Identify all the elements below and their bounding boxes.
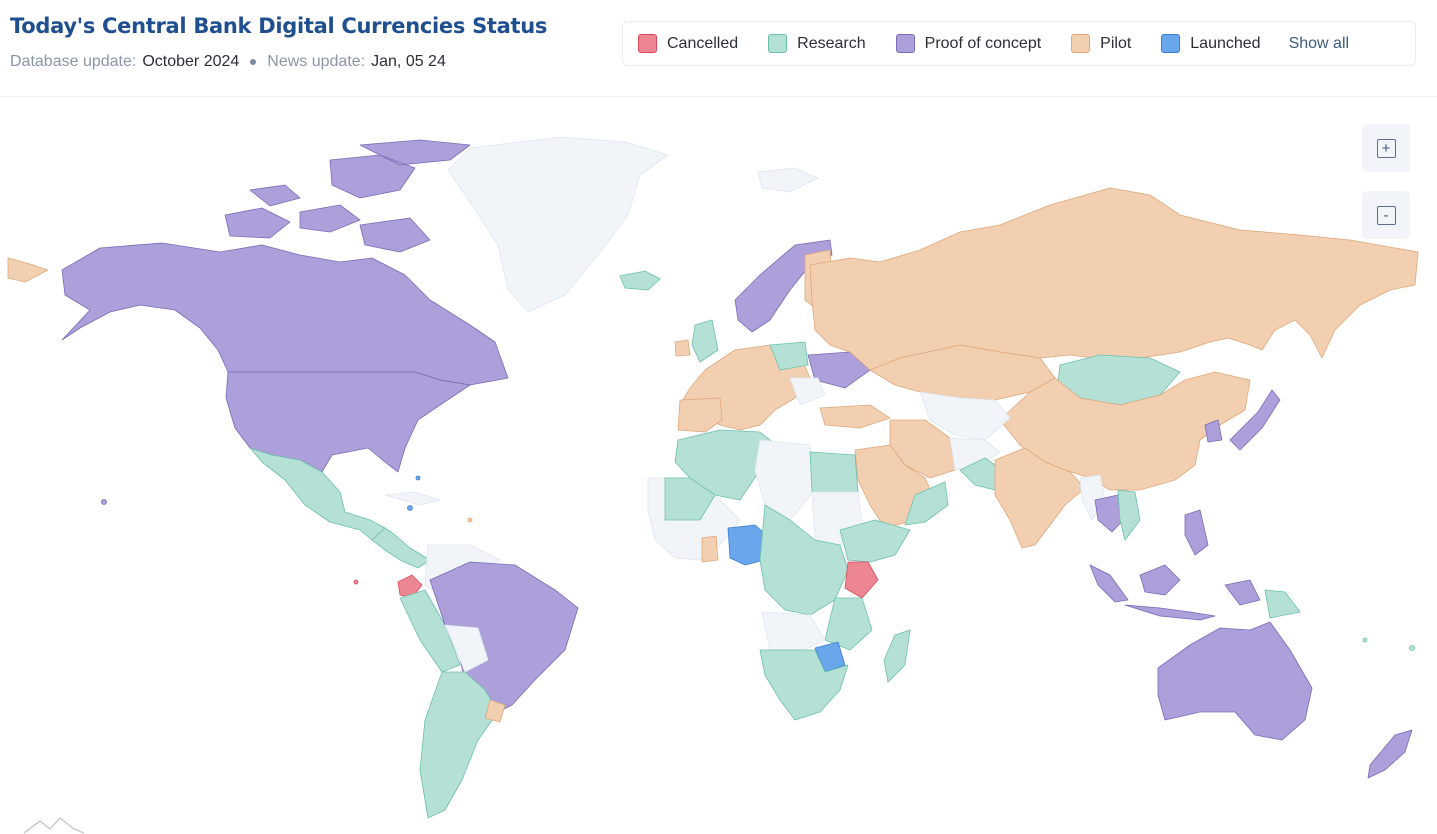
country-central-america — [371, 527, 431, 569]
plus-icon: + — [1376, 138, 1396, 158]
zoom-out-button[interactable]: - — [1362, 191, 1410, 239]
country-new-zealand — [1367, 729, 1413, 779]
country-australia — [1157, 621, 1313, 741]
country-balkans — [789, 377, 826, 406]
country-usa — [225, 371, 471, 473]
country-peru — [399, 589, 461, 673]
country-ghana — [701, 535, 719, 563]
country-korea — [1204, 419, 1223, 443]
country-canada — [61, 242, 509, 386]
marker-cancelled-galapagos — [353, 579, 359, 585]
country-svalbard — [757, 167, 819, 193]
marker-research-pacific — [1409, 645, 1415, 651]
page-title: Today's Central Bank Digital Currencies … — [10, 14, 548, 38]
country-iceland — [619, 270, 661, 291]
country-gulf-research — [904, 481, 949, 526]
country-central-asia — [919, 391, 1011, 441]
database-update-label: Database update: — [10, 53, 137, 70]
country-kenya — [844, 561, 879, 599]
world-map[interactable] — [0, 97, 1437, 834]
legend-label: Pilot — [1100, 34, 1132, 52]
legend-label: Research — [797, 34, 866, 52]
news-update-value: Jan, 05 24 — [371, 53, 446, 70]
legend-pilot[interactable]: Pilot — [1071, 34, 1131, 53]
page-header: Today's Central Bank Digital Currencies … — [0, 0, 1437, 97]
legend-launched[interactable]: Launched — [1161, 34, 1261, 53]
arctic-islands — [224, 139, 471, 253]
legend-label: Launched — [1190, 34, 1261, 52]
country-uk — [691, 319, 719, 363]
country-southern-africa — [759, 649, 849, 721]
country-ecuador — [397, 574, 423, 599]
update-info: Database update: October 2024 News updat… — [10, 53, 446, 71]
legend-cancelled[interactable]: Cancelled — [638, 34, 738, 53]
zoom-in-button[interactable]: + — [1362, 124, 1410, 172]
minus-icon: - — [1376, 205, 1396, 225]
country-ukraine — [807, 351, 871, 389]
legend-label: Proof of concept — [924, 34, 1042, 52]
country-poland — [769, 341, 809, 371]
separator-dot — [250, 59, 257, 65]
country-ireland — [674, 339, 691, 357]
country-bolivia — [444, 624, 489, 673]
country-iberia — [677, 397, 723, 433]
legend-label: Cancelled — [667, 34, 739, 52]
country-greenland — [447, 136, 669, 313]
news-update-label: News update: — [267, 53, 366, 70]
country-egypt — [809, 451, 859, 493]
country-papua-new-guinea — [1264, 589, 1301, 619]
country-north-africa — [674, 429, 781, 501]
marker-research-caribbean — [415, 475, 421, 481]
country-east-africa — [824, 597, 873, 651]
marker-launched-caribbean — [407, 505, 413, 511]
country-ethiopia-somalia — [839, 519, 911, 563]
show-all-link[interactable]: Show all — [1288, 34, 1350, 52]
status-legend: Cancelled Research Proof of concept Pilo… — [622, 21, 1416, 66]
country-madagascar — [883, 629, 911, 683]
country-turkey — [819, 404, 891, 429]
country-angola-congo — [761, 611, 826, 653]
legend-proof-of-concept[interactable]: Proof of concept — [895, 34, 1042, 53]
country-uruguay — [484, 699, 506, 723]
launched-swatch — [1161, 34, 1181, 53]
marker-poc-pacific — [101, 499, 107, 505]
proof-of-concept-swatch — [895, 34, 915, 53]
country-indonesia-malaysia — [1089, 509, 1261, 621]
country-libya-chad — [754, 439, 816, 521]
legend-research[interactable]: Research — [768, 34, 866, 53]
country-japan — [1229, 389, 1281, 451]
cancelled-swatch — [638, 34, 657, 53]
country-mali-mauritania — [664, 477, 716, 521]
database-update-value: October 2024 — [142, 53, 240, 70]
pilot-swatch — [1071, 34, 1091, 53]
country-vietnam — [1117, 489, 1141, 541]
research-swatch — [768, 34, 788, 53]
country-russia-west-edge — [7, 257, 49, 283]
marker-pilot-caribbean — [467, 517, 473, 523]
country-argentina-chile — [419, 671, 499, 819]
country-russia — [809, 187, 1419, 371]
country-cuba — [384, 491, 441, 506]
marker-research-pacific-2 — [1362, 637, 1368, 643]
country-china — [999, 371, 1251, 491]
mountain-logo-icon — [23, 816, 85, 834]
country-india — [994, 447, 1086, 549]
